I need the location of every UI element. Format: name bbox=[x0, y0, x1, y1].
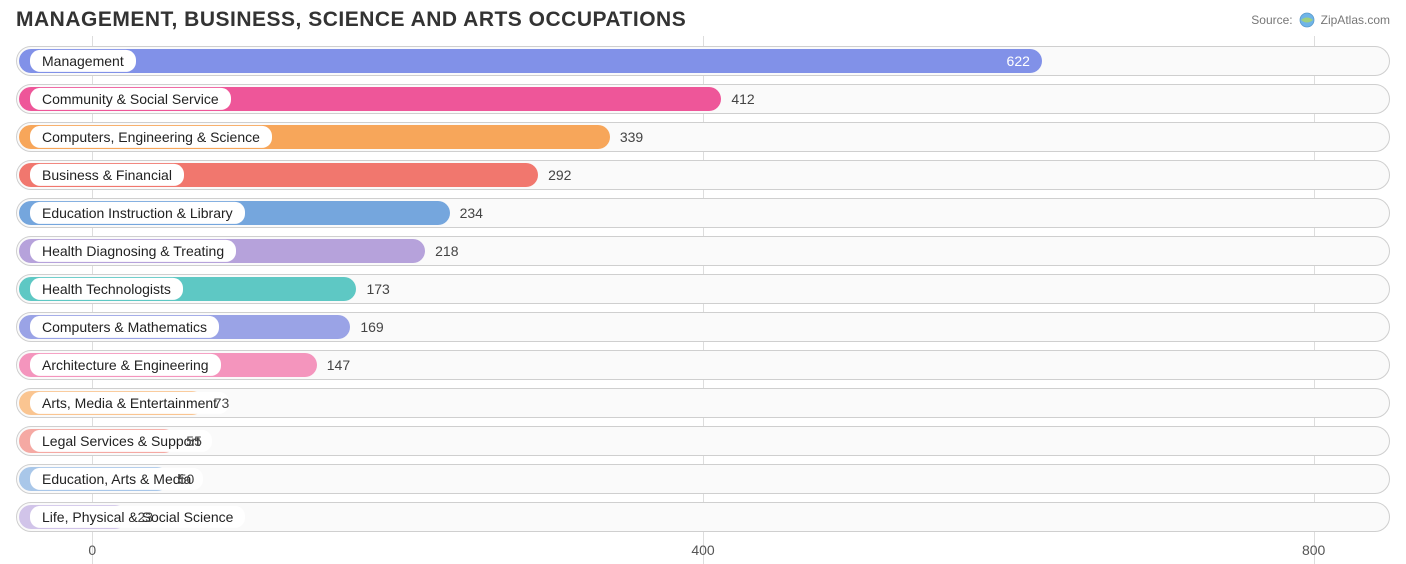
bar-row: Business & Financial 292 bbox=[16, 160, 1390, 190]
source-attribution: Source: ZipAtlas.com bbox=[1251, 12, 1390, 28]
bar-label: Arts, Media & Entertainment bbox=[30, 392, 229, 414]
bar-row: Community & Social Service 412 bbox=[16, 84, 1390, 114]
bar-row: Computers & Mathematics 169 bbox=[16, 312, 1390, 342]
bar-row: Arts, Media & Entertainment73 bbox=[16, 388, 1390, 418]
axis-tick-label: 0 bbox=[88, 542, 96, 558]
source-name: ZipAtlas.com bbox=[1321, 13, 1390, 27]
bar-label: Computers, Engineering & Science bbox=[30, 126, 272, 148]
bar-value: 622 bbox=[1007, 53, 1030, 69]
bar-value: 173 bbox=[366, 281, 389, 297]
bar-label: Legal Services & Support bbox=[30, 430, 212, 452]
bar-value: 169 bbox=[360, 319, 383, 335]
bar-label: Education Instruction & Library bbox=[30, 202, 245, 224]
bar-value: 234 bbox=[460, 205, 483, 221]
axis-tick-label: 400 bbox=[691, 542, 714, 558]
bar-value: 412 bbox=[731, 91, 754, 107]
bars-container: Management 622 Community & Social Service 4… bbox=[16, 46, 1390, 532]
bar-label: Education, Arts & Media bbox=[30, 468, 203, 490]
bar-value: 55 bbox=[186, 433, 202, 449]
bar-value: 218 bbox=[435, 243, 458, 259]
bar-label: Architecture & Engineering bbox=[30, 354, 221, 376]
source-logo-icon bbox=[1299, 12, 1315, 28]
bar-row: Education Instruction & Library 234 bbox=[16, 198, 1390, 228]
chart-area: Management 622 Community & Social Service 4… bbox=[0, 36, 1406, 564]
bar-track bbox=[16, 426, 1390, 456]
bar-label: Management bbox=[30, 50, 136, 72]
x-axis: 0 400 800 bbox=[16, 540, 1390, 564]
axis-tick-label: 800 bbox=[1302, 542, 1325, 558]
bar-label: Community & Social Service bbox=[30, 88, 231, 110]
chart-title: MANAGEMENT, BUSINESS, SCIENCE AND ARTS O… bbox=[16, 8, 686, 32]
source-prefix: Source: bbox=[1251, 13, 1292, 27]
bar-row: Health Technologists 173 bbox=[16, 274, 1390, 304]
chart-header: MANAGEMENT, BUSINESS, SCIENCE AND ARTS O… bbox=[0, 0, 1406, 36]
bar-row: Health Diagnosing & Treating 218 bbox=[16, 236, 1390, 266]
bar-label: Health Technologists bbox=[30, 278, 183, 300]
bar-value: 292 bbox=[548, 167, 571, 183]
bar-row: Management 622 bbox=[16, 46, 1390, 76]
bar-value: 23 bbox=[137, 509, 153, 525]
bar-row: Computers, Engineering & Science 339 bbox=[16, 122, 1390, 152]
bar-label: Health Diagnosing & Treating bbox=[30, 240, 236, 262]
bar-value: 339 bbox=[620, 129, 643, 145]
bar-row: Architecture & Engineering 147 bbox=[16, 350, 1390, 380]
bar-row: Education, Arts & Media50 bbox=[16, 464, 1390, 494]
bar-value: 73 bbox=[214, 395, 230, 411]
bar-label: Business & Financial bbox=[30, 164, 184, 186]
bar-fill bbox=[19, 49, 1042, 73]
bar-value: 147 bbox=[327, 357, 350, 373]
bar-row: Legal Services & Support55 bbox=[16, 426, 1390, 456]
bar-row: Life, Physical & Social Science23 bbox=[16, 502, 1390, 532]
bar-value: 50 bbox=[179, 471, 195, 487]
bar-track bbox=[16, 464, 1390, 494]
bar-label: Computers & Mathematics bbox=[30, 316, 219, 338]
